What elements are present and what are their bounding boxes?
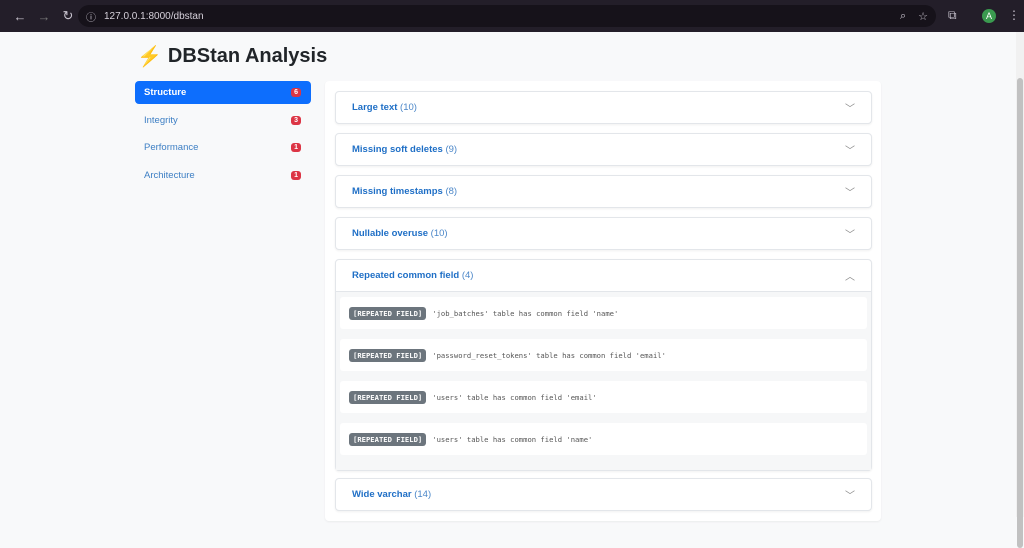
zoom-icon[interactable]: ⌕ xyxy=(899,9,907,22)
section-title: Missing timestamps xyxy=(352,186,443,197)
accordion-header[interactable]: Large text (10) ﹀ xyxy=(336,92,871,123)
accordion-section: Repeated common field (4) ︿ [REPEATED FIEL… xyxy=(335,259,872,471)
issue-text: 'job_batches' table has common field 'na… xyxy=(432,308,619,318)
sidebar-item-performance[interactable]: Performance 1 xyxy=(135,136,311,159)
sidebar-item-label: Performance xyxy=(144,142,199,153)
accordion-section: Wide varchar (14) ﹀ xyxy=(335,478,872,511)
count-badge: 6 xyxy=(291,88,301,97)
site-info-icon[interactable]: ⓘ xyxy=(86,12,96,24)
issue-text: 'users' table has common field 'email' xyxy=(432,392,597,402)
chevron-down-icon[interactable]: ﹀ xyxy=(845,146,855,157)
issue-tag: [REPEATED FIELD] xyxy=(349,306,427,320)
section-count: (10) xyxy=(400,102,417,113)
section-title: Missing soft deletes xyxy=(352,144,443,155)
scrollbar-thumb[interactable] xyxy=(1017,78,1023,548)
sidebar-item-integrity[interactable]: Integrity 3 xyxy=(135,109,311,132)
section-count: (8) xyxy=(445,186,458,197)
list-item: [REPEATED FIELD] 'password_reset_tokens' … xyxy=(340,339,867,371)
sidebar-item-label: Architecture xyxy=(144,169,195,181)
sidebar-item-label: Integrity xyxy=(144,114,178,126)
sidebar-item-label: Structure xyxy=(144,87,187,98)
issue-text: 'password_reset_tokens' table has common… xyxy=(432,350,666,360)
count-badge: 1 xyxy=(291,143,301,152)
section-title: Repeated common field xyxy=(352,270,460,281)
section-count: (14) xyxy=(414,489,432,500)
reload-icon[interactable]: ↻ xyxy=(62,8,74,23)
accordion-section: Nullable overuse (10) ﹀ xyxy=(335,217,872,250)
bookmark-star-icon[interactable]: ☆ xyxy=(918,10,928,23)
chevron-down-icon[interactable]: ﹀ xyxy=(845,188,855,199)
chevron-down-icon[interactable]: ﹀ xyxy=(845,491,855,502)
accordion-header[interactable]: Missing timestamps (8) ﹀ xyxy=(336,176,871,207)
address-bar[interactable]: ⓘ 127.0.0.1:8000/dbstan ⌕ ☆ xyxy=(78,5,936,27)
sidebar-item-structure[interactable]: Structure 6 xyxy=(135,81,311,104)
chevron-down-icon[interactable]: ﹀ xyxy=(845,104,855,115)
accordion-header[interactable]: Nullable overuse (10) ﹀ xyxy=(336,218,871,249)
accordion-section: Large text (10) ﹀ xyxy=(335,91,872,124)
url-text[interactable]: 127.0.0.1:8000/dbstan xyxy=(104,10,204,22)
sidebar-item-architecture[interactable]: Architecture 1 xyxy=(135,164,311,187)
forward-icon[interactable]: → xyxy=(37,8,51,24)
back-icon[interactable]: ← xyxy=(13,8,27,24)
scrollbar[interactable] xyxy=(1016,32,1024,548)
accordion-header[interactable]: Repeated common field (4) ︿ xyxy=(336,260,871,291)
section-title: Large text xyxy=(352,102,398,113)
section-title: Wide varchar xyxy=(352,489,412,500)
sidebar: Structure 6 Integrity 3 Performance 1 Architec… xyxy=(135,81,311,191)
issue-tag: [REPEATED FIELD] xyxy=(349,432,427,446)
accordion-header[interactable]: Wide varchar (14) ﹀ xyxy=(336,479,871,510)
page-title: ⚡ DBStan Analysis xyxy=(137,44,327,69)
issue-tag: [REPEATED FIELD] xyxy=(349,348,427,362)
count-badge: 3 xyxy=(291,115,301,125)
chevron-down-icon[interactable]: ﹀ xyxy=(845,230,855,241)
browser-toolbar: ← → ↻ ⓘ 127.0.0.1:8000/dbstan ⌕ ☆ ⧉ A ⋮ xyxy=(0,0,1024,32)
section-count: (9) xyxy=(445,144,458,155)
list-item: [REPEATED FIELD] 'users' table has common… xyxy=(340,423,867,455)
page-title-text: DBStan Analysis xyxy=(167,45,328,67)
chevron-up-icon[interactable]: ︿ xyxy=(845,272,855,283)
main-panel: Large text (10) ﹀ Missing soft deletes (9)… xyxy=(325,81,881,521)
more-menu-icon[interactable]: ⋮ xyxy=(1008,8,1020,22)
section-title: Nullable overuse xyxy=(352,228,429,239)
accordion-header[interactable]: Missing soft deletes (9) ﹀ xyxy=(336,134,871,165)
lightning-icon: ⚡ xyxy=(137,46,162,68)
issue-tag: [REPEATED FIELD] xyxy=(349,390,427,404)
list-item: [REPEATED FIELD] 'job_batches' table has … xyxy=(340,297,867,329)
list-item: [REPEATED FIELD] 'users' table has common… xyxy=(340,381,867,413)
avatar[interactable]: A xyxy=(982,9,996,23)
accordion-body: [REPEATED FIELD] 'job_batches' table has … xyxy=(336,291,871,470)
count-badge: 1 xyxy=(291,170,301,180)
section-count: (10) xyxy=(430,228,448,239)
section-count: (4) xyxy=(461,270,474,281)
accordion-section: Missing soft deletes (9) ﹀ xyxy=(335,133,872,166)
issue-text: 'users' table has common field 'name' xyxy=(432,434,593,444)
accordion-section: Missing timestamps (8) ﹀ xyxy=(335,175,872,208)
extensions-icon[interactable]: ⧉ xyxy=(948,8,957,22)
